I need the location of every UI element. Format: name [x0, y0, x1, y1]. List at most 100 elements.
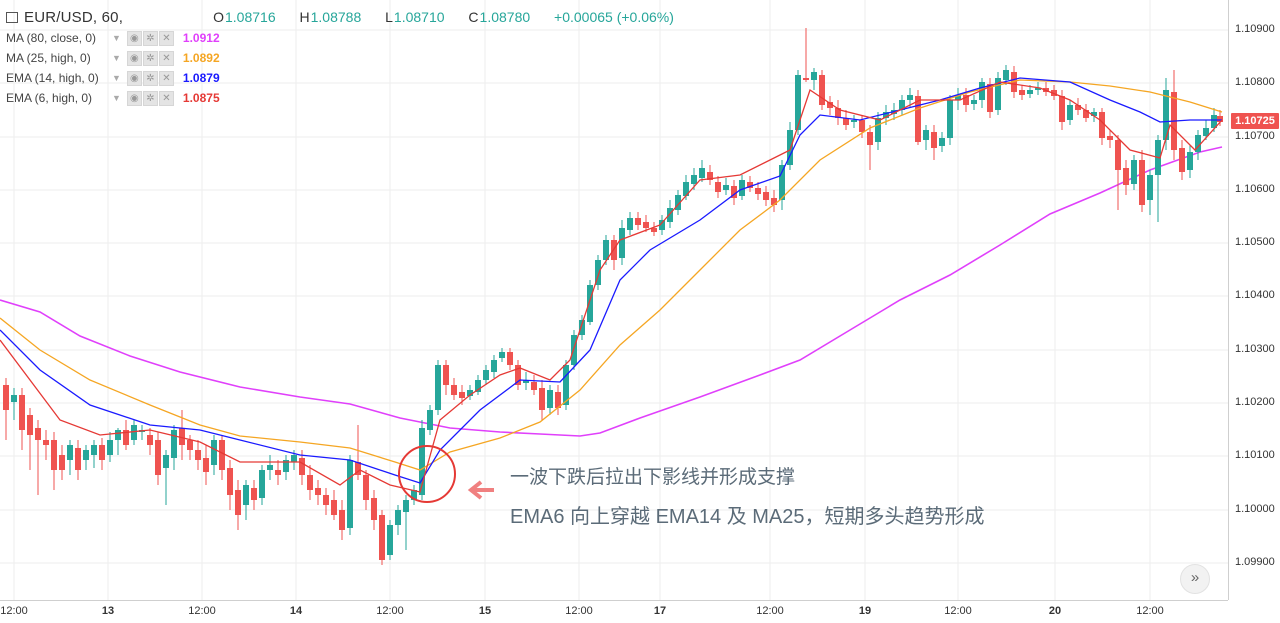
eye-icon[interactable]: ◉ — [126, 90, 142, 106]
chevron-down-icon[interactable]: ▼ — [112, 53, 121, 63]
candle-body — [819, 75, 825, 105]
bearish-candle — [251, 480, 257, 510]
gear-icon[interactable]: ✲ — [142, 90, 158, 106]
bullish-candle — [491, 355, 497, 378]
chevron-down-icon[interactable]: ▼ — [112, 93, 121, 103]
indicator-ema14[interactable]: EMA (14, high, 0) ▼ ◉ ✲ ✕ 1.0879 — [6, 68, 684, 88]
candle-body — [867, 132, 873, 145]
candle-body — [355, 462, 361, 475]
candle-body — [1027, 90, 1033, 94]
candle-body — [283, 460, 289, 472]
bullish-candle — [115, 428, 121, 455]
bullish-candle — [523, 372, 529, 390]
indicator-name[interactable]: MA (80, close, 0) — [6, 31, 97, 45]
indicator-value: 1.0892 — [182, 51, 220, 65]
close-icon[interactable]: ✕ — [158, 70, 174, 86]
candle-body — [747, 182, 753, 188]
bearish-candle — [1075, 98, 1081, 115]
candle-body — [587, 285, 593, 322]
annotation-shapes — [398, 445, 494, 503]
candle-body — [1099, 112, 1105, 138]
eye-icon[interactable]: ◉ — [126, 30, 142, 46]
close-icon[interactable]: ✕ — [158, 30, 174, 46]
chevron-down-icon[interactable]: ▼ — [112, 33, 121, 43]
candle-body — [1115, 140, 1121, 170]
bullish-candle — [947, 95, 953, 145]
time-axis[interactable]: 12:00 13 12:00 14 12:00 15 12:00 17 12:00 19 12:00… — [0, 600, 1228, 623]
close-icon[interactable]: ✕ — [158, 90, 174, 106]
candle-body — [1035, 88, 1041, 90]
bullish-candle — [939, 132, 945, 152]
indicator-ma25[interactable]: MA (25, high, 0) ▼ ◉ ✲ ✕ 1.0892 — [6, 48, 684, 68]
change-value: +0.00065 (+0.06%) — [554, 9, 674, 25]
bearish-candle — [451, 378, 457, 400]
indicator-name[interactable]: EMA (14, high, 0) — [6, 71, 99, 85]
symbol-title[interactable]: EUR/USD, 60, — [24, 8, 124, 26]
time-tick-label: 17 — [653, 605, 667, 617]
candle-body — [691, 175, 697, 184]
bearish-candle — [771, 190, 777, 212]
bullish-candle — [11, 388, 17, 420]
bullish-candle — [347, 455, 353, 535]
bullish-candle — [595, 255, 601, 290]
bullish-candle — [1067, 100, 1073, 125]
eye-icon[interactable]: ◉ — [126, 50, 142, 66]
candle-body — [259, 470, 265, 498]
bearish-candle — [755, 182, 761, 200]
bearish-candle — [123, 420, 129, 450]
time-tick-label: 12:00 — [376, 605, 404, 617]
gear-icon[interactable]: ✲ — [142, 70, 158, 86]
candle-body — [219, 440, 225, 470]
chevron-down-icon[interactable]: ▼ — [112, 73, 121, 83]
candle-body — [979, 82, 985, 100]
bullish-candle — [243, 480, 249, 520]
candle-body — [547, 390, 553, 408]
candle-body — [947, 100, 953, 138]
bearish-candle — [1099, 108, 1105, 145]
bullish-candle — [1131, 155, 1137, 190]
gear-icon[interactable]: ✲ — [142, 50, 158, 66]
bearish-candle — [1179, 140, 1185, 180]
candle-body — [683, 182, 689, 196]
bearish-candle — [235, 480, 241, 530]
candle-body — [915, 96, 921, 142]
candle-body — [1123, 168, 1129, 185]
candle-body — [643, 222, 649, 228]
bearish-candle — [731, 180, 737, 205]
candle-body — [91, 445, 97, 455]
candle-body — [627, 218, 633, 230]
candle-body — [195, 450, 201, 460]
ema14-line — [0, 77, 1222, 484]
indicator-name[interactable]: MA (25, high, 0) — [6, 51, 91, 65]
bullish-candle — [131, 420, 137, 445]
candlestick-chart[interactable] — [0, 0, 1228, 600]
indicator-ma80[interactable]: MA (80, close, 0) ▼ ◉ ✲ ✕ 1.0912 — [6, 28, 684, 48]
candle-body — [1067, 105, 1073, 120]
indicator-ema6[interactable]: EMA (6, high, 0) ▼ ◉ ✲ ✕ 1.0875 — [6, 88, 684, 108]
candle-body — [939, 138, 945, 146]
candle-body — [171, 430, 177, 458]
bearish-candle — [363, 470, 369, 510]
candle-body — [155, 440, 161, 475]
candle-body — [371, 498, 377, 520]
candle-body — [403, 500, 409, 512]
ohlc-values: O1.08716 H1.08788 L1.08710 C1.08780 +0.0… — [213, 9, 684, 25]
scroll-to-realtime-button[interactable]: » — [1180, 564, 1210, 594]
bullish-candle — [1147, 170, 1153, 215]
eye-icon[interactable]: ◉ — [126, 70, 142, 86]
gear-icon[interactable]: ✲ — [142, 30, 158, 46]
menu-icon[interactable] — [6, 11, 18, 23]
bullish-candle — [923, 125, 929, 150]
close-icon[interactable]: ✕ — [158, 50, 174, 66]
candle-body — [603, 240, 609, 260]
bearish-candle — [315, 480, 321, 505]
candle-body — [875, 118, 881, 142]
price-axis[interactable]: 1.10900 1.10800 1.10700 1.10600 1.10500 1.104… — [1228, 0, 1280, 600]
price-tick-label: 1.10500 — [1235, 236, 1275, 248]
open-key: O — [213, 9, 224, 25]
indicator-name[interactable]: EMA (6, high, 0) — [6, 91, 93, 105]
candle-body — [315, 488, 321, 495]
legend: EUR/USD, 60, O1.08716 H1.08788 L1.08710 … — [6, 6, 684, 108]
bullish-candle — [403, 495, 409, 550]
